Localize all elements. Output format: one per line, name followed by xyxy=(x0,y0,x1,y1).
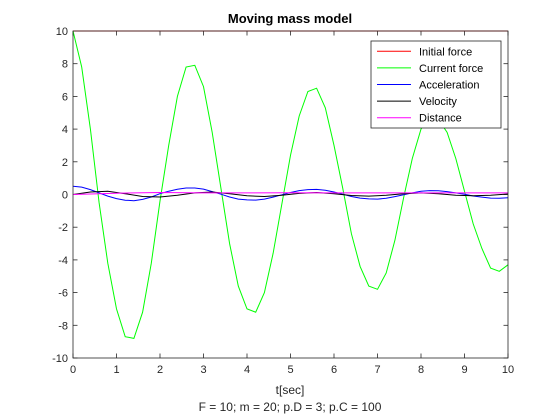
chart-title: Moving mass model xyxy=(228,11,352,26)
y-tick-label: 8 xyxy=(62,59,68,71)
x-tick-label: 8 xyxy=(418,364,424,376)
legend-label: Current force xyxy=(419,63,483,75)
legend-label: Velocity xyxy=(419,96,457,108)
y-tick-label: 0 xyxy=(62,190,68,202)
x-tick-label: 2 xyxy=(157,364,163,376)
x-tick-label: 9 xyxy=(461,364,467,376)
x-tick-labels: 0 1 2 3 4 5 6 7 8 9 10 xyxy=(70,364,514,376)
y-tick-label: -6 xyxy=(58,288,68,300)
y-tick-label: -2 xyxy=(58,222,68,234)
y-tick-label: 6 xyxy=(62,91,68,103)
legend-label: Acceleration xyxy=(419,80,480,92)
legend-label: Distance xyxy=(419,113,462,125)
x-tick-label: 0 xyxy=(70,364,76,376)
x-axis-label: t[sec] xyxy=(276,383,305,397)
y-tick-label: 4 xyxy=(62,124,68,136)
x-tick-label: 10 xyxy=(502,364,514,376)
x-tick-label: 7 xyxy=(374,364,380,376)
y-tick-label: -8 xyxy=(58,320,68,332)
y-tick-label: -4 xyxy=(58,255,68,267)
y-tick-label: 10 xyxy=(56,26,68,38)
x-tick-label: 5 xyxy=(287,364,293,376)
y-tick-labels: -10 -8 -6 -4 -2 0 2 4 6 8 10 xyxy=(52,26,68,365)
y-tick-label: -10 xyxy=(52,353,68,365)
legend: Initial force Current force Acceleration Ve… xyxy=(370,40,502,129)
x-tick-label: 3 xyxy=(200,364,206,376)
y-tick-label: 2 xyxy=(62,157,68,169)
legend-label: Initial force xyxy=(419,46,472,58)
x-tick-label: 4 xyxy=(244,364,250,376)
x-tick-label: 1 xyxy=(113,364,119,376)
series-line-distance xyxy=(72,191,508,195)
series-line-velocity xyxy=(72,190,509,198)
x-tick-label: 6 xyxy=(331,364,337,376)
x-axis-sublabel: F = 10; m = 20; p.D = 3; p.C = 100 xyxy=(199,400,382,414)
plot-frame xyxy=(72,30,509,359)
